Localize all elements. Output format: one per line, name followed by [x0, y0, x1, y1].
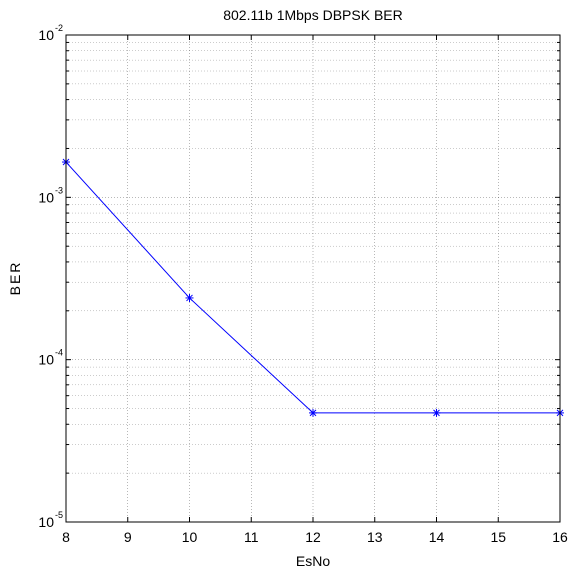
y-tick-labels: 10-510-410-310-2 — [38, 23, 63, 530]
x-axis-label: EsNo — [296, 553, 330, 569]
marker-stroke — [186, 294, 193, 302]
y-tick-exponent: -2 — [55, 23, 63, 33]
y-tick-exponent: -4 — [55, 348, 63, 358]
x-tick-label: 16 — [552, 529, 568, 545]
x-tick-label: 9 — [124, 529, 132, 545]
data-point-marker — [185, 293, 194, 302]
data-point-marker — [309, 408, 317, 417]
x-tick-label: 15 — [490, 529, 506, 545]
y-tick-label: 10 — [38, 514, 54, 530]
x-tick-labels: 8 9 10 11 12 13 14 15 16 — [62, 529, 568, 545]
axis-ticks — [65, 35, 561, 523]
chart-title: 802.11b 1Mbps DBPSK BER — [223, 7, 403, 23]
x-tick-label: 8 — [62, 529, 70, 545]
y-tick-label: 10 — [38, 189, 54, 205]
x-tick-label: 13 — [367, 529, 383, 545]
y-tick-exponent: -3 — [55, 185, 63, 195]
x-tick-label: 11 — [244, 529, 259, 545]
y-axis-label: BER — [7, 261, 23, 296]
y-tick-label: 10 — [38, 27, 54, 43]
x-tick-label: 14 — [429, 529, 445, 545]
grid — [66, 35, 560, 522]
x-tick-label: 12 — [305, 529, 321, 545]
marker-stroke — [309, 409, 317, 417]
data-point-marker — [432, 408, 441, 417]
x-tick-label: 10 — [182, 529, 198, 545]
y-tick-exponent: -5 — [55, 510, 63, 520]
marker-stroke — [433, 409, 440, 417]
series-layer — [62, 158, 564, 417]
y-tick-label: 10 — [38, 352, 54, 368]
